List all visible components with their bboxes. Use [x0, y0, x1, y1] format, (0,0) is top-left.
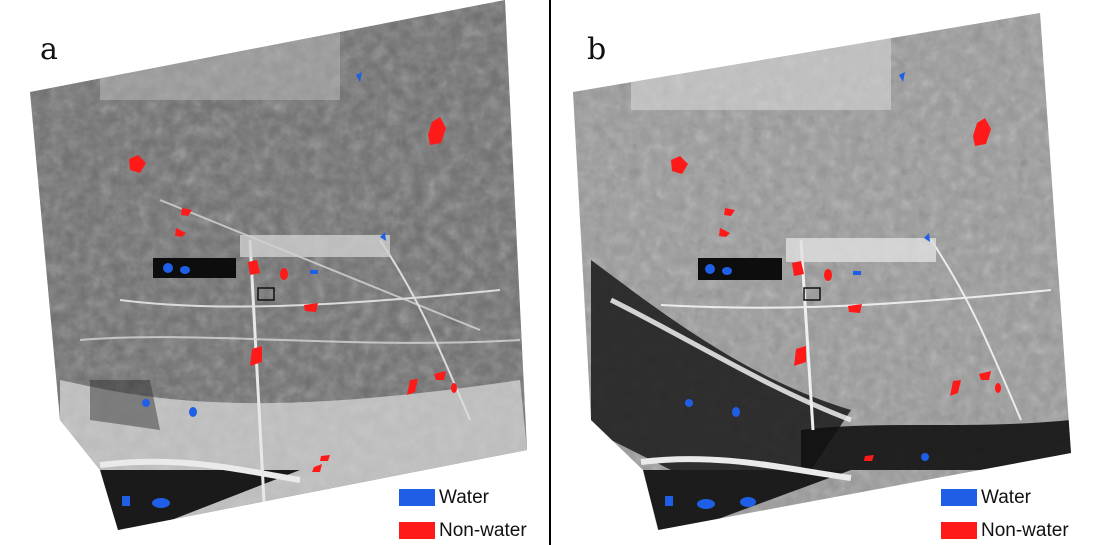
legend-label-water: Water — [439, 487, 489, 508]
panel-b: b Water Non-water — [551, 0, 1093, 545]
satellite-image-b — [573, 13, 1071, 530]
water-sample — [924, 233, 930, 242]
water-sample — [665, 496, 673, 506]
panel-a: a Water Non-water — [30, 0, 549, 543]
non-water-sample — [973, 118, 991, 146]
non-water-samples-b — [671, 118, 1001, 461]
water-sample — [853, 271, 861, 275]
legend-label-non-water: Non-water — [439, 520, 527, 541]
water-sample — [685, 399, 693, 407]
water-sample — [189, 407, 197, 417]
water-sample — [142, 399, 150, 407]
water-sample — [732, 407, 740, 417]
non-water-sample — [129, 155, 146, 173]
water-sample — [921, 453, 929, 461]
legend-label-water: Water — [981, 487, 1031, 508]
non-water-sample — [848, 304, 862, 313]
non-water-sample — [950, 380, 961, 396]
legend-b: Water Non-water — [941, 487, 1091, 543]
non-water-sample — [407, 379, 418, 395]
non-water-sample — [792, 261, 804, 276]
non-water-sample — [864, 455, 874, 461]
water-samples-a — [122, 72, 386, 508]
non-water-samples-a — [129, 117, 457, 472]
non-water-sample — [671, 156, 688, 174]
non-water-sample — [428, 117, 446, 145]
water-sample — [740, 497, 756, 507]
water-swatch — [399, 489, 435, 506]
legend-a: Water Non-water — [399, 487, 549, 543]
water-sample — [722, 267, 732, 275]
water-swatch — [941, 489, 977, 506]
non-water-sample — [181, 208, 192, 216]
non-water-sample — [824, 269, 832, 281]
water-sample — [705, 264, 715, 274]
non-water-sample — [175, 228, 186, 237]
water-sample — [310, 270, 318, 274]
satellite-image-a — [30, 0, 527, 530]
legend-label-non-water: Non-water — [981, 520, 1069, 541]
panel-label-a: a — [40, 32, 58, 67]
non-water-sample — [320, 455, 330, 461]
water-sample — [380, 232, 386, 241]
non-water-sample — [451, 383, 457, 393]
water-sample — [356, 72, 362, 82]
water-sample — [180, 266, 190, 274]
non-water-sample — [248, 260, 260, 275]
non-water-sample — [250, 346, 262, 366]
non-water-swatch — [399, 522, 435, 539]
water-samples-b — [665, 72, 930, 509]
non-water-sample — [979, 371, 991, 380]
scene-b — [573, 13, 1071, 530]
water-sample — [899, 72, 905, 82]
water-sample — [122, 496, 130, 506]
non-water-swatch — [941, 522, 977, 539]
panel-label-b: b — [587, 32, 607, 67]
water-sample — [163, 263, 173, 273]
non-water-sample — [995, 383, 1001, 393]
panel-divider — [549, 0, 551, 545]
non-water-sample — [719, 228, 730, 237]
non-water-sample — [794, 346, 806, 366]
non-water-sample — [434, 371, 446, 380]
scene-a — [30, 0, 527, 530]
non-water-sample — [312, 464, 322, 472]
water-sample — [152, 498, 170, 508]
non-water-sample — [304, 303, 318, 312]
water-sample — [697, 499, 715, 509]
non-water-sample — [280, 268, 288, 280]
non-water-sample — [724, 208, 735, 216]
